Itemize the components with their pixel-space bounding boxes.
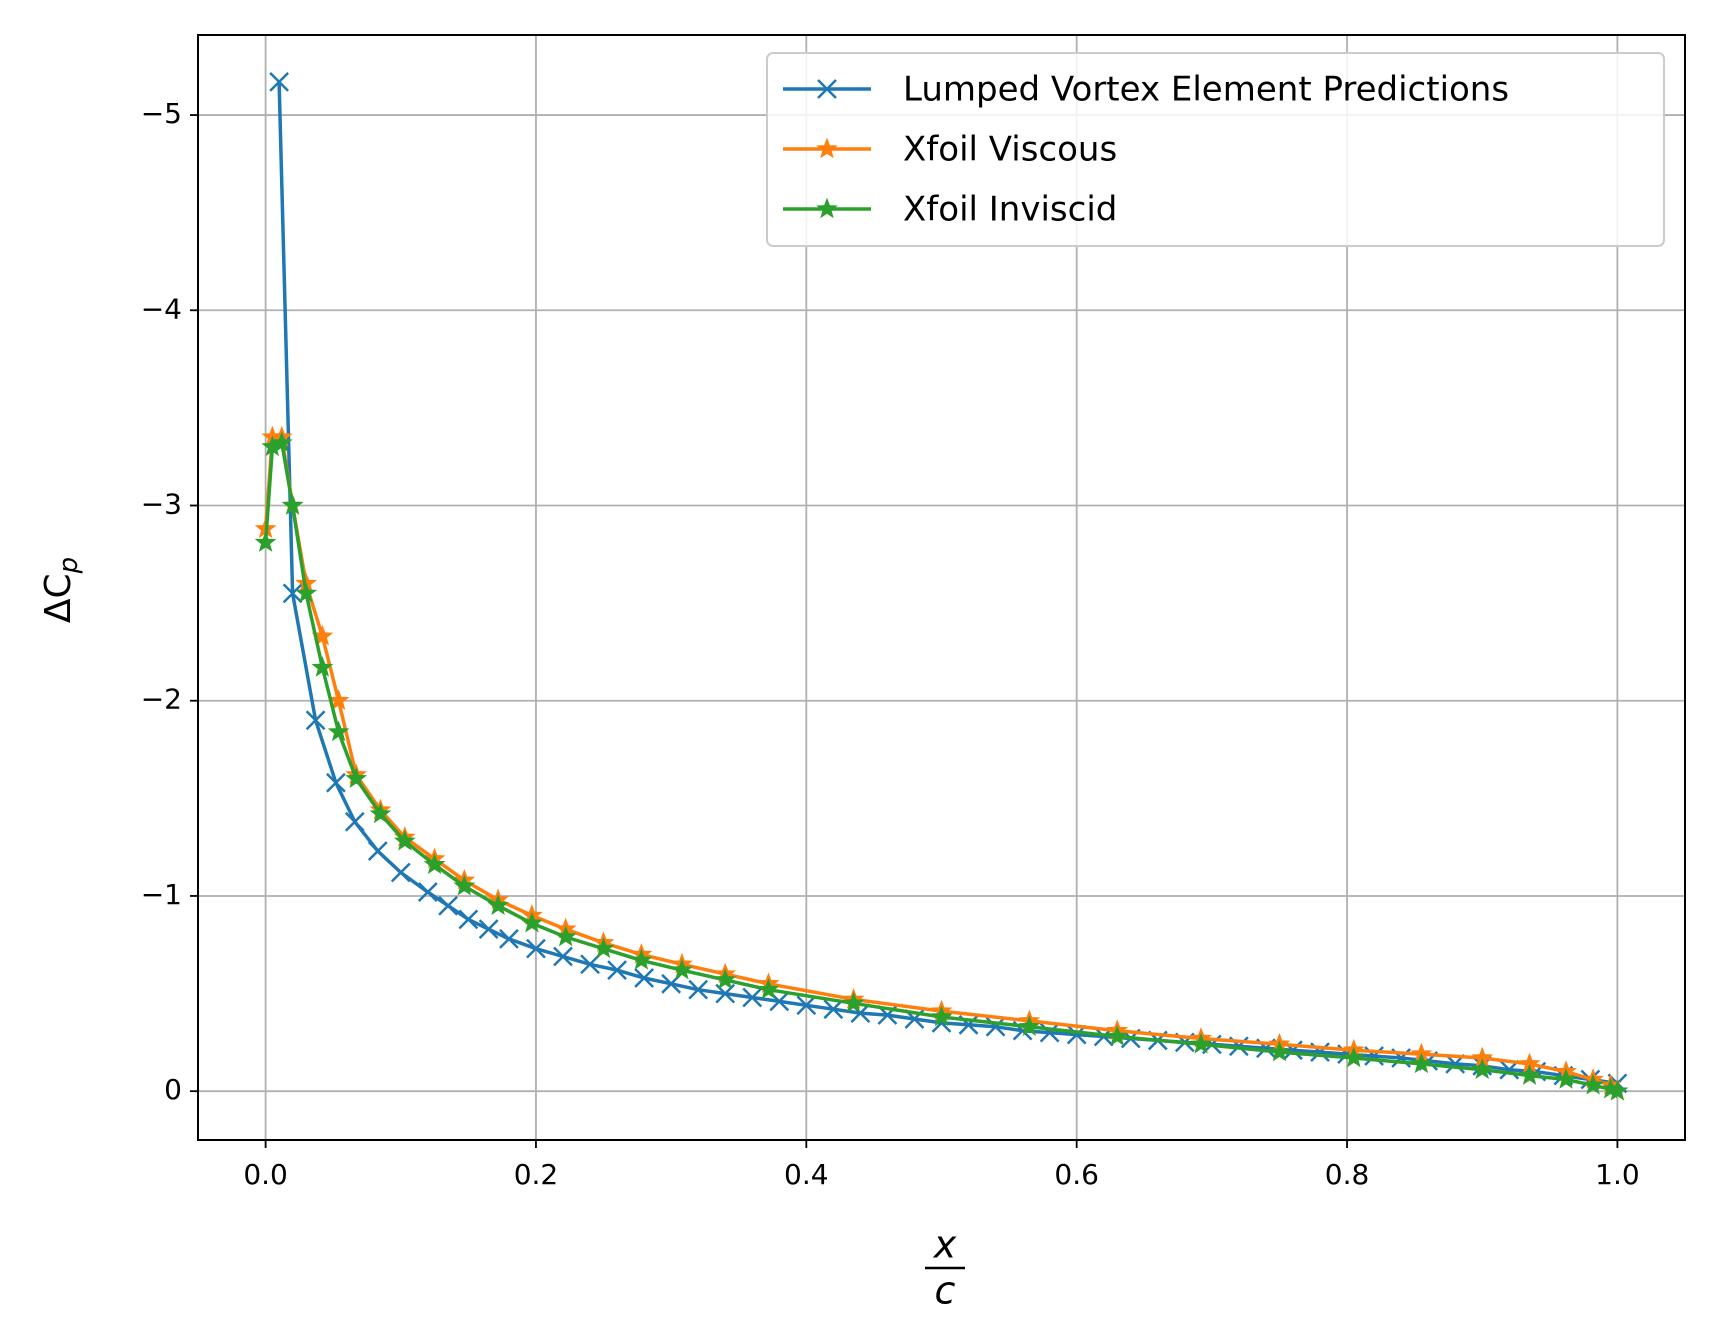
- marker: [823, 999, 844, 1020]
- marker: [295, 581, 318, 603]
- marker: [478, 919, 499, 940]
- marker: [1471, 1058, 1494, 1079]
- marker: [1342, 1046, 1365, 1068]
- y-tick-label: −1: [141, 878, 182, 911]
- marker: [842, 991, 865, 1013]
- x-tick-label: 0.0: [243, 1158, 288, 1191]
- y-tick-label: −5: [141, 97, 182, 130]
- marker: [269, 71, 289, 92]
- marker: [311, 656, 334, 677]
- marker: [254, 531, 277, 552]
- marker: [796, 995, 817, 1016]
- x-tick-label: 0.6: [1054, 1158, 1099, 1191]
- y-tick-label: −4: [141, 292, 182, 325]
- marker: [714, 968, 737, 990]
- marker: [1518, 1064, 1541, 1085]
- series: [254, 425, 1629, 1101]
- marker: [282, 583, 303, 604]
- line: [263, 441, 1618, 1093]
- x-tick-label: 0.4: [784, 1158, 829, 1191]
- marker: [393, 829, 416, 851]
- marker: [458, 909, 479, 930]
- series: [254, 431, 1629, 1101]
- marker: [1606, 1079, 1629, 1101]
- marker: [499, 929, 519, 949]
- marker: [634, 968, 654, 988]
- marker: [281, 494, 304, 515]
- marker: [671, 958, 693, 980]
- legend-label: Xfoil Viscous: [903, 130, 1117, 170]
- legend-box: [766, 52, 1665, 247]
- marker: [526, 938, 546, 959]
- legend-marker: [816, 137, 838, 159]
- marker: [326, 772, 346, 793]
- marker: [1555, 1068, 1577, 1089]
- x-label-numerator: x: [933, 1223, 957, 1267]
- marker: [438, 895, 458, 916]
- marker: [1582, 1073, 1604, 1095]
- marker: [580, 954, 600, 975]
- marker: [1268, 1040, 1291, 1062]
- plot-frame: [197, 34, 1686, 1141]
- marker: [688, 979, 709, 1000]
- marker: [453, 874, 476, 896]
- marker: [630, 948, 653, 970]
- legend-label: Lumped Vortex Element Predictions: [903, 70, 1509, 110]
- x-tick-label: 1.0: [1595, 1158, 1640, 1191]
- marker: [742, 987, 763, 1008]
- legend-marker: [816, 197, 838, 219]
- marker: [553, 946, 573, 967]
- legend-label: Xfoil Inviscid: [903, 190, 1117, 230]
- x-label-denominator: c: [935, 1269, 956, 1313]
- marker: [367, 841, 388, 861]
- marker: [592, 937, 615, 958]
- marker: [1190, 1032, 1212, 1054]
- marker: [417, 882, 438, 902]
- x-tick-label: 0.2: [514, 1158, 559, 1191]
- legend: Lumped Vortex Element Predictions Xfoil V…: [766, 52, 1665, 247]
- y-tick-label: 0: [164, 1073, 182, 1106]
- line: [263, 435, 1619, 1093]
- marker: [521, 911, 543, 933]
- series: [269, 71, 1628, 1094]
- y-label-subscript: p: [54, 557, 84, 575]
- marker: [487, 894, 509, 915]
- marker: [757, 978, 780, 999]
- marker: [423, 853, 446, 874]
- marker: [305, 710, 326, 731]
- marker: [369, 802, 392, 824]
- legend-marker: [817, 79, 837, 99]
- marker: [344, 811, 365, 832]
- marker: [390, 862, 411, 883]
- marker: [270, 431, 293, 453]
- marker: [1018, 1015, 1041, 1037]
- marker: [1410, 1052, 1433, 1074]
- marker: [345, 767, 368, 789]
- marker: [1106, 1025, 1129, 1046]
- marker: [607, 960, 627, 981]
- y-tick-label: −2: [141, 683, 182, 716]
- y-label: ΔCp: [38, 557, 84, 623]
- y-label-main: ΔC: [38, 573, 79, 623]
- marker: [930, 1005, 953, 1027]
- x-tick-label: 0.8: [1325, 1158, 1370, 1191]
- marker: [554, 925, 577, 947]
- y-tick-label: −3: [141, 488, 182, 521]
- marker: [327, 720, 350, 742]
